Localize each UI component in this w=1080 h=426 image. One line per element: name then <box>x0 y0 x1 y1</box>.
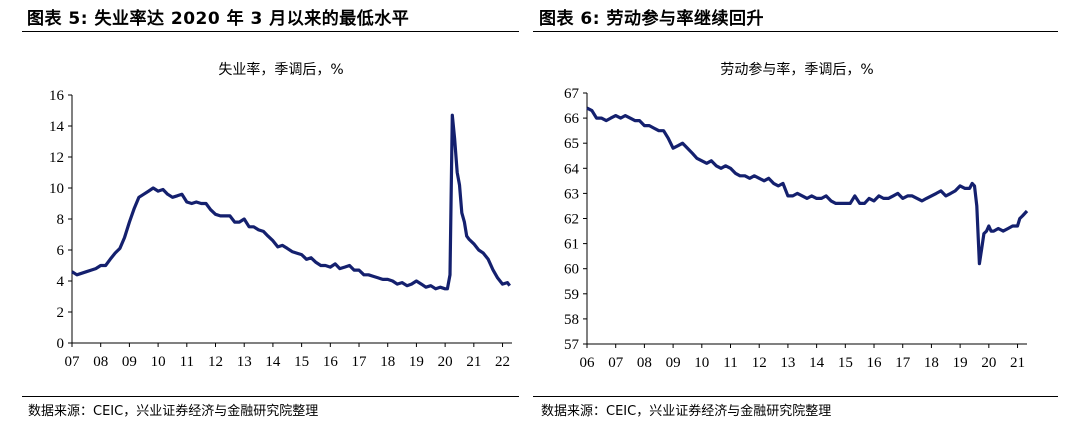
unemployment-rate-chart: 失业率，季调后，% 0 2 4 6 8 10 12 14 16 07 08 09 10 11 12 13 14 1… <box>49 61 512 370</box>
x-tick-label: 09 <box>666 355 681 371</box>
figure-6-bottom-rule <box>533 396 1058 397</box>
y-tick-label: 12 <box>49 150 64 166</box>
y-tick-label: 14 <box>49 119 65 135</box>
x-tick-label: 15 <box>838 355 853 371</box>
y-tick-label: 62 <box>564 212 579 228</box>
x-tick-label: 14 <box>809 355 825 371</box>
x-tick-label: 06 <box>580 355 596 371</box>
x-tick-label: 07 <box>65 354 81 370</box>
y-tick-label: 8 <box>57 212 65 228</box>
x-tick-label: 10 <box>151 354 166 370</box>
x-tick-label: 21 <box>466 354 481 370</box>
x-tick-label: 13 <box>780 355 795 371</box>
x-tick-label: 12 <box>208 354 223 370</box>
figure-5-title: 图表 5: 失业率达 2020 年 3 月以来的最低水平 <box>27 9 410 29</box>
y-tick-label: 16 <box>49 88 65 104</box>
x-tick-label: 16 <box>323 354 339 370</box>
x-tick-label: 21 <box>1010 355 1025 371</box>
y-tick-label: 4 <box>57 274 65 290</box>
y-tick-label: 58 <box>564 312 579 328</box>
x-tick-label: 19 <box>409 354 424 370</box>
y-tick-label: 59 <box>564 287 579 303</box>
x-tick-label: 08 <box>93 354 108 370</box>
x-tick-label: 13 <box>237 354 252 370</box>
y-tick-label: 57 <box>564 337 580 353</box>
x-tick-label: 07 <box>608 355 624 371</box>
chart-title: 劳动参与率，季调后，% <box>720 61 873 78</box>
x-tick-label: 10 <box>694 355 709 371</box>
y-tick-label: 61 <box>564 237 579 253</box>
y-tick-label: 2 <box>57 305 65 321</box>
x-tick-label: 14 <box>265 354 281 370</box>
y-tick-label: 10 <box>49 181 64 197</box>
y-tick-label: 0 <box>57 336 65 352</box>
x-tick-label: 12 <box>752 355 767 371</box>
y-tick-label: 6 <box>57 243 65 259</box>
x-tick-label: 11 <box>723 355 737 371</box>
x-tick-label: 17 <box>895 355 911 371</box>
figure-6-source: 数据来源：CEIC，兴业证券经济与金融研究院整理 <box>541 404 832 419</box>
x-tick-label: 19 <box>953 355 968 371</box>
labor-participation-line <box>586 106 1029 266</box>
figure-6-title: 图表 6: 劳动参与率继续回升 <box>539 9 764 29</box>
x-tick-label: 18 <box>380 354 395 370</box>
y-tick-label: 65 <box>564 136 579 152</box>
x-tick-label: 15 <box>294 354 309 370</box>
figure-5-source: 数据来源：CEIC，兴业证券经济与金融研究院整理 <box>28 404 319 419</box>
chart-title: 失业率，季调后，% <box>218 61 343 78</box>
y-tick-label: 67 <box>564 86 580 102</box>
y-tick-label: 63 <box>564 186 579 202</box>
x-tick-label: 11 <box>180 354 194 370</box>
y-tick-label: 64 <box>564 161 580 177</box>
x-tick-label: 20 <box>438 354 453 370</box>
figure-5-bottom-rule <box>22 396 519 397</box>
x-tick-label: 17 <box>352 354 368 370</box>
x-tick-label: 08 <box>637 355 652 371</box>
y-tick-label: 66 <box>564 111 580 127</box>
figure-5-top-rule <box>22 31 519 32</box>
y-tick-label: 60 <box>564 262 579 278</box>
figure-6-top-rule <box>533 31 1058 32</box>
labor-participation-chart: 劳动参与率，季调后，% 57 58 59 60 61 62 63 64 65 66 67 06 07 08… <box>564 61 1029 371</box>
x-tick-label: 22 <box>495 354 510 370</box>
unemployment-rate-line <box>71 113 511 291</box>
x-tick-label: 18 <box>924 355 939 371</box>
x-tick-label: 09 <box>122 354 137 370</box>
x-tick-label: 20 <box>981 355 996 371</box>
x-tick-label: 16 <box>867 355 883 371</box>
